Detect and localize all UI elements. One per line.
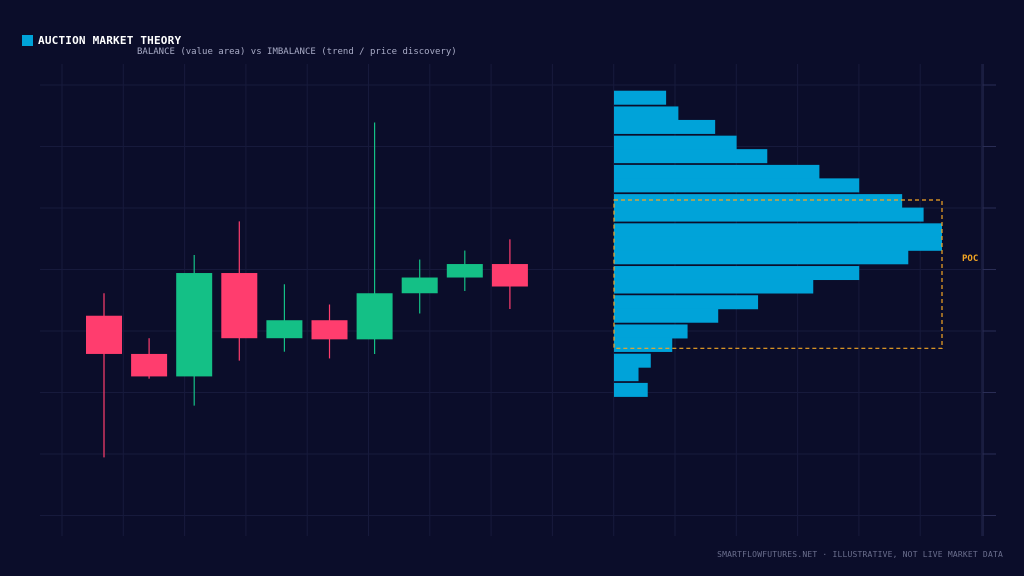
chart-subtitle: BALANCE (value area) vs IMBALANCE (trend… <box>137 47 457 57</box>
profile-bar <box>614 207 924 222</box>
profile-bar <box>614 382 648 397</box>
candle-body-bull <box>176 273 213 377</box>
profile-bar <box>614 367 639 382</box>
profile-bar <box>614 106 679 121</box>
profile-bar <box>614 135 737 150</box>
candle-body-bear <box>86 315 122 354</box>
profile-bar <box>614 119 716 134</box>
profile-bar <box>614 279 814 294</box>
profile-bar <box>614 90 667 105</box>
profile-bar <box>614 324 688 339</box>
candle-body-bear <box>311 320 348 340</box>
title-text: AUCTION MARKET THEORY <box>38 34 182 47</box>
profile-bar <box>614 250 909 265</box>
profile-bar <box>614 337 673 352</box>
footer-credit: SMARTFLOWFUTURES.NET · ILLUSTRATIVE, NOT… <box>717 550 1003 559</box>
profile-bar <box>614 223 942 238</box>
profile-bar <box>614 149 768 164</box>
chart-title: AUCTION MARKET THEORY <box>22 34 181 47</box>
candle-body-bull <box>446 264 483 278</box>
candle-body-bull <box>356 293 393 340</box>
candle-body-bear <box>221 273 258 339</box>
profile-bar <box>614 164 820 179</box>
profile-bar <box>614 178 860 193</box>
candle-body-bear <box>491 264 528 287</box>
profile-bar <box>614 295 759 310</box>
profile-bar <box>614 194 903 209</box>
profile-bar <box>614 236 942 251</box>
profile-bar <box>614 353 651 368</box>
title-square-icon <box>22 35 33 46</box>
candle-body-bull <box>401 277 438 294</box>
poc-label: POC <box>962 254 978 264</box>
candle-body-bear <box>131 353 168 377</box>
candle-body-bull <box>266 320 303 339</box>
value-area-box <box>613 199 943 349</box>
profile-bar <box>614 266 860 281</box>
profile-bar <box>614 308 719 323</box>
